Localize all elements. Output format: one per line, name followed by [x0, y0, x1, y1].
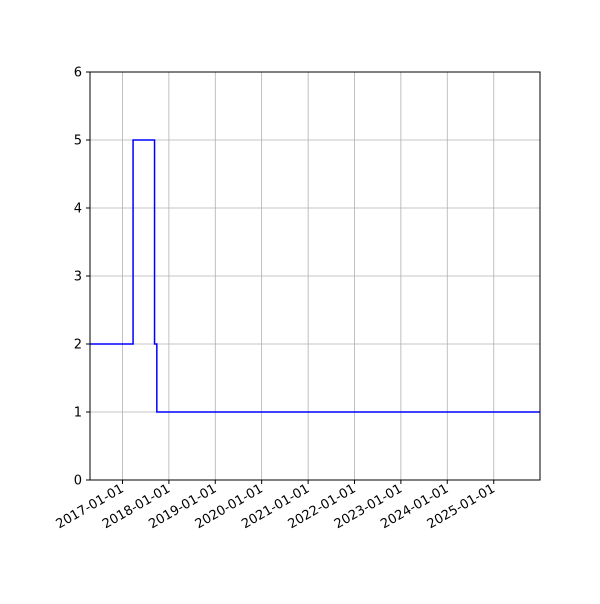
y-tick-label: 0	[74, 474, 82, 489]
y-tick-label: 3	[74, 270, 82, 285]
y-tick-label: 4	[74, 202, 82, 217]
step-series-line	[90, 139, 540, 413]
series-layer	[90, 139, 540, 413]
y-tick-label: 6	[74, 66, 82, 81]
grid-layer	[90, 71, 540, 481]
y-tick-label: 1	[74, 406, 82, 421]
tick-layer: 2017-01-012018-01-012019-01-012020-01-01…	[54, 66, 498, 533]
y-tick-label: 2	[74, 338, 82, 353]
y-tick-label: 5	[74, 134, 82, 149]
